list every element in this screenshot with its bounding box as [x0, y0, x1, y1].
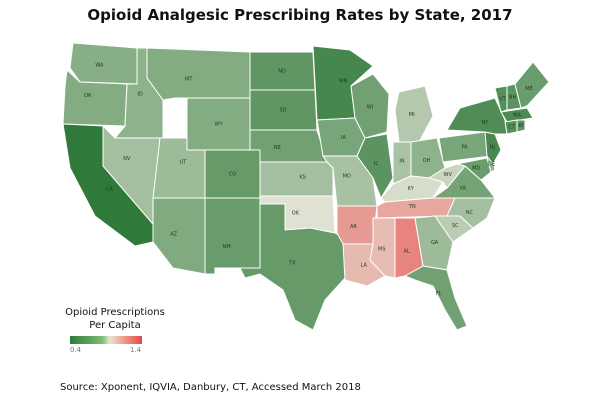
- state-label-UT: UT: [179, 160, 187, 166]
- state-label-ME: ME: [525, 86, 532, 92]
- state-label-WI: WI: [367, 105, 373, 111]
- state-label-RI: RI: [519, 123, 524, 129]
- legend-title-line1: Opioid Prescriptions: [65, 307, 165, 318]
- legend-color-scale: [70, 336, 142, 344]
- state-TX[interactable]: [239, 203, 346, 331]
- state-label-NM: NM: [223, 244, 231, 250]
- state-label-NY: NY: [482, 120, 490, 126]
- state-label-IL: IL: [374, 161, 378, 167]
- state-label-NJ: NJ: [490, 145, 495, 151]
- legend-title-line2: Per Capita: [89, 320, 141, 331]
- state-label-FL: FL: [436, 291, 442, 297]
- state-label-CA: CA: [106, 187, 113, 193]
- state-AR[interactable]: [336, 205, 378, 245]
- state-label-OH: OH: [423, 158, 431, 164]
- state-FL[interactable]: [403, 265, 468, 331]
- state-label-KS: KS: [299, 174, 305, 180]
- state-label-WY: WY: [215, 122, 224, 128]
- state-KS[interactable]: [259, 161, 334, 197]
- state-label-VT: VT: [499, 97, 506, 103]
- state-label-MO: MO: [343, 174, 351, 180]
- state-label-TX: TX: [288, 260, 296, 266]
- state-label-DE: DE: [488, 162, 495, 168]
- legend-max-label: 1.4: [130, 346, 142, 354]
- state-MT[interactable]: [146, 47, 251, 101]
- state-label-AR: AR: [350, 224, 357, 230]
- state-label-SD: SD: [279, 108, 286, 114]
- state-label-LA: LA: [361, 263, 368, 269]
- map-title: Opioid Analgesic Prescribing Rates by St…: [87, 6, 513, 24]
- state-label-OR: OR: [84, 93, 92, 99]
- state-label-WA: WA: [95, 63, 104, 69]
- state-label-WV: WV: [444, 172, 453, 178]
- state-label-ID: ID: [137, 91, 142, 97]
- state-MD[interactable]: [456, 157, 492, 181]
- state-RI[interactable]: [516, 119, 526, 133]
- state-label-MN: MN: [339, 79, 347, 85]
- state-label-PA: PA: [461, 145, 468, 151]
- state-label-AL: AL: [403, 249, 409, 255]
- state-label-GA: GA: [431, 240, 439, 246]
- state-label-NH: NH: [509, 95, 517, 101]
- state-MA[interactable]: [500, 107, 534, 123]
- state-GA[interactable]: [414, 215, 454, 271]
- state-WI[interactable]: [350, 73, 390, 139]
- state-ME[interactable]: [514, 61, 550, 109]
- state-label-IN: IN: [399, 159, 404, 165]
- state-AZ[interactable]: [152, 197, 206, 275]
- state-label-MT: MT: [185, 77, 193, 83]
- state-label-VA: VA: [459, 186, 466, 192]
- state-label-CO: CO: [229, 172, 236, 178]
- state-label-NE: NE: [274, 145, 281, 151]
- state-label-NV: NV: [123, 156, 131, 162]
- state-NY[interactable]: [446, 97, 508, 135]
- state-label-KY: KY: [408, 186, 415, 192]
- legend-title: Opioid Prescriptions Per Capita: [60, 306, 170, 332]
- state-WA[interactable]: [69, 42, 138, 85]
- state-label-MA: MA: [513, 113, 521, 119]
- state-label-MI: MI: [409, 112, 415, 118]
- us-choropleth-map: WA OR CA ID NV UT AZ MT WY CO NM ND SD NE KS OK TX MN IA MO…: [62, 42, 550, 331]
- state-label-ND: ND: [278, 69, 286, 75]
- state-label-MS: MS: [378, 247, 386, 253]
- state-label-SC: SC: [452, 223, 459, 229]
- state-label-IA: IA: [341, 135, 346, 141]
- state-label-AZ: AZ: [170, 232, 177, 238]
- state-label-MD: MD: [472, 166, 480, 172]
- state-NE[interactable]: [249, 129, 328, 163]
- state-label-CT: CT: [508, 125, 515, 131]
- source-note: Source: Xponent, IQVIA, Danbury, CT, Acc…: [60, 382, 361, 393]
- legend-min-label: 0.4: [70, 346, 82, 354]
- state-label-TN: TN: [408, 204, 416, 210]
- state-label-OK: OK: [292, 211, 300, 217]
- state-NM[interactable]: [204, 197, 261, 275]
- state-label-NC: NC: [466, 210, 474, 216]
